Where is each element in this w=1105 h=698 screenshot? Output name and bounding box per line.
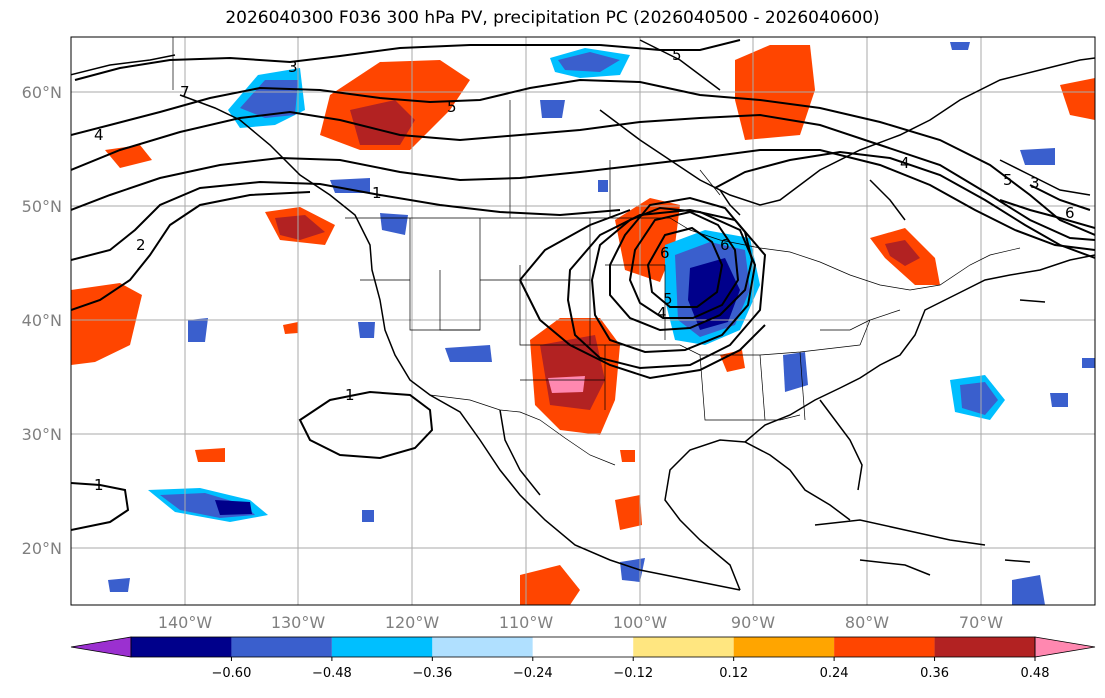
lon-label: 90°W <box>731 613 775 632</box>
lat-label: 20°N <box>22 539 62 558</box>
colorbar-segment <box>432 637 533 657</box>
coastlines <box>71 39 1095 591</box>
precip-shading <box>71 42 1095 605</box>
contour-label: 3 <box>288 58 298 76</box>
contour-label: 5 <box>672 46 682 64</box>
contour-label: 3 <box>1030 174 1040 192</box>
colorbar-tick-label: −0.12 <box>613 666 653 681</box>
contour-label: 6 <box>720 236 730 254</box>
colorbar-segment <box>532 637 634 657</box>
colorbar-segment <box>934 637 1035 657</box>
contour-label: 1 <box>372 184 382 202</box>
colorbar-arrow-low <box>70 636 132 658</box>
contour-label: 6 <box>660 244 670 262</box>
contour-label: 6 <box>1065 204 1075 222</box>
contour-label: 2 <box>136 236 146 254</box>
colorbar-segment <box>834 637 935 657</box>
colorbar-tick-label: −0.36 <box>412 666 452 681</box>
lat-label: 40°N <box>22 311 62 330</box>
lon-label: 140°W <box>158 613 213 632</box>
contour-label: 1 <box>345 386 355 404</box>
pv-contour-labels: 3 5 4 5 2 1 1 1 5 6 4 4 7 6 5 3 6 <box>94 46 1075 494</box>
contour-label: 7 <box>180 83 190 101</box>
colorbar-segment <box>633 637 734 657</box>
colorbar-tick-label: 0.48 <box>1021 666 1050 681</box>
contour-label: 4 <box>657 304 667 322</box>
colorbar-tick-label: 0.12 <box>719 666 748 681</box>
colorbar-tick-label: −0.24 <box>513 666 553 681</box>
colorbar-tick-label: −0.60 <box>212 666 252 681</box>
lon-label: 100°W <box>613 613 668 632</box>
lat-label: 60°N <box>22 83 62 102</box>
lat-label: 50°N <box>22 197 62 216</box>
map-frame <box>70 36 1096 606</box>
longitude-labels: 140°W 130°W 120°W 110°W 100°W 90°W 80°W … <box>158 613 1003 632</box>
colorbar-tick-label: 0.24 <box>820 666 849 681</box>
colorbar-tick-label: −0.48 <box>312 666 352 681</box>
lon-label: 120°W <box>385 613 440 632</box>
lon-label: 110°W <box>499 613 554 632</box>
contour-label: 4 <box>900 154 910 172</box>
latitude-labels: 20°N 30°N 40°N 50°N 60°N <box>22 83 62 558</box>
lon-label: 80°W <box>845 613 889 632</box>
pv-contours <box>71 39 1095 531</box>
contour-label: 4 <box>94 126 104 144</box>
colorbar-tick-label: 0.36 <box>920 666 949 681</box>
contour-label: 5 <box>447 98 457 116</box>
lat-label: 30°N <box>22 425 62 444</box>
colorbar: −0.60 −0.48 −0.36 −0.24 −0.12 0.12 0.24 0.36 0.4… <box>70 636 1096 681</box>
colorbar-segment <box>231 637 332 657</box>
colorbar-segment <box>733 637 835 657</box>
contour-label: 5 <box>1003 171 1013 189</box>
contour-label: 5 <box>663 290 673 308</box>
colorbar-arrow-high <box>1034 636 1096 658</box>
contour-label: 1 <box>94 476 104 494</box>
colorbar-outline <box>130 636 1036 658</box>
colorbar-segment <box>331 637 433 657</box>
lon-label: 70°W <box>959 613 1003 632</box>
graticule <box>71 37 1095 605</box>
map-title: 2026040300 F036 300 hPa PV, precipitatio… <box>225 8 880 28</box>
lon-label: 130°W <box>271 613 326 632</box>
colorbar-segment <box>131 637 232 657</box>
